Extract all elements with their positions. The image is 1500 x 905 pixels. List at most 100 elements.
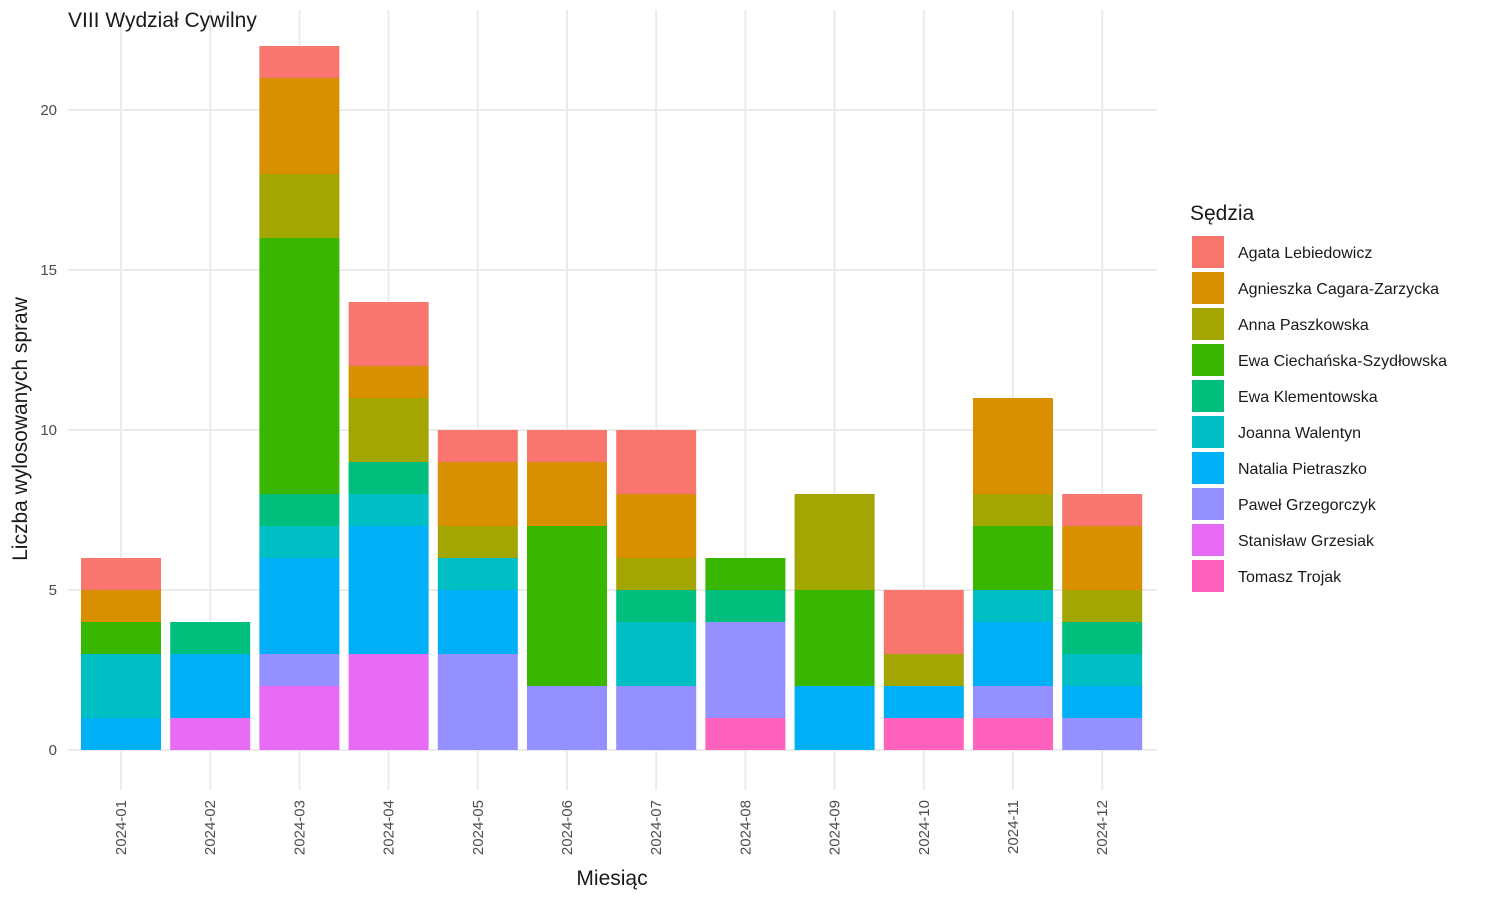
legend-label: Agata Lebiedowicz	[1238, 245, 1372, 262]
x-tick-label: 2024-06	[559, 800, 576, 855]
bar-segment	[973, 494, 1053, 526]
bar-segment	[170, 718, 251, 750]
bar-segment	[705, 622, 786, 718]
y-tick-label: 10	[40, 422, 57, 439]
legend-swatch	[1192, 560, 1224, 592]
y-tick-label: 5	[49, 582, 57, 599]
bar-segment	[973, 686, 1053, 718]
bar-segment	[527, 526, 607, 686]
legend-label: Joanna Walentyn	[1238, 425, 1361, 442]
chart-title: VIII Wydział Cywilny	[68, 9, 257, 32]
bar-segment	[348, 462, 429, 494]
bar-segment	[527, 686, 607, 750]
bar-segment	[973, 718, 1053, 750]
x-tick-label: 2024-09	[827, 800, 844, 855]
x-axis-ticks: 2024-01 2024-02 2024-03 2024-04 2024-05 2024-…	[113, 800, 1111, 855]
bar-segment	[259, 526, 340, 558]
legend-swatch	[1192, 272, 1224, 304]
bar-segment	[348, 398, 429, 462]
legend-label: Stanisław Grzesiak	[1238, 533, 1375, 550]
legend-title: Sędzia	[1190, 202, 1255, 225]
bar-segment	[883, 590, 964, 654]
bar-segment	[705, 718, 786, 750]
bar-segment	[1062, 590, 1143, 622]
x-tick-label: 2024-07	[648, 800, 665, 855]
bar-segment	[794, 494, 875, 590]
bar-segment	[259, 78, 340, 174]
bar-segment	[616, 590, 697, 622]
bar-segment	[883, 718, 964, 750]
bar-segment	[170, 654, 251, 718]
legend-swatch	[1192, 488, 1224, 520]
legend-swatch	[1192, 344, 1224, 376]
bar-segment	[81, 558, 161, 590]
legend-label: Paweł Grzegorczyk	[1238, 497, 1377, 514]
x-tick-label: 2024-08	[737, 800, 754, 855]
bar-segment	[259, 558, 340, 654]
bar-segment	[348, 526, 429, 654]
bar-segment	[616, 622, 697, 686]
bar-segment	[1062, 718, 1143, 750]
bar-segment	[259, 686, 340, 750]
y-tick-label: 15	[40, 262, 57, 279]
bar-segment	[973, 398, 1053, 494]
bar-segment	[973, 526, 1053, 590]
bar-segment	[437, 590, 518, 654]
bar-segment	[1062, 494, 1143, 526]
bar-segment	[705, 558, 786, 590]
legend: Sędzia Agata Lebiedowicz Agnieszka Cagara…	[1190, 202, 1447, 592]
bar-segment	[437, 430, 518, 462]
x-tick-label: 2024-03	[291, 800, 308, 855]
bars-group	[81, 46, 1143, 750]
legend-label: Agnieszka Cagara-Zarzycka	[1238, 281, 1439, 298]
bar-segment	[616, 430, 697, 494]
bar-segment	[170, 622, 251, 654]
bar-segment	[616, 494, 697, 558]
x-tick-label: 2024-12	[1094, 800, 1111, 855]
bar-segment	[705, 590, 786, 622]
legend-label: Tomasz Trojak	[1238, 569, 1342, 586]
bar-segment	[259, 238, 340, 494]
bar-segment	[527, 462, 607, 526]
bar-segment	[81, 590, 161, 622]
bar-segment	[527, 430, 607, 462]
bar-segment	[883, 654, 964, 686]
bar-segment	[437, 462, 518, 526]
x-tick-label: 2024-11	[1005, 800, 1022, 854]
legend-swatch	[1192, 452, 1224, 484]
bar-segment	[437, 526, 518, 558]
bar-segment	[1062, 654, 1143, 686]
bar-segment	[883, 686, 964, 718]
x-tick-label: 2024-10	[916, 800, 933, 855]
y-tick-label: 20	[40, 102, 57, 119]
bar-segment	[794, 590, 875, 686]
bar-segment	[794, 686, 875, 750]
bar-segment	[437, 558, 518, 590]
x-tick-label: 2024-01	[113, 800, 130, 855]
bar-segment	[259, 46, 340, 78]
bar-segment	[81, 622, 161, 654]
legend-label: Natalia Pietraszko	[1238, 461, 1367, 478]
legend-swatch	[1192, 308, 1224, 340]
bar-segment	[973, 590, 1053, 622]
legend-swatch	[1192, 380, 1224, 412]
bar-segment	[259, 494, 340, 526]
bar-segment	[259, 174, 340, 238]
legend-swatch	[1192, 236, 1224, 268]
y-axis-ticks: 0 5 10 15 20	[40, 102, 57, 759]
bar-segment	[616, 558, 697, 590]
legend-label: Ewa Klementowska	[1238, 389, 1378, 406]
bar-segment	[348, 366, 429, 398]
bar-segment	[81, 718, 161, 750]
legend-label: Ewa Ciechańska-Szydłowska	[1238, 353, 1447, 370]
y-axis-title: Liczba wylosowanych spraw	[9, 296, 32, 561]
x-tick-label: 2024-05	[470, 800, 487, 855]
bar-segment	[81, 654, 161, 718]
bar-segment	[259, 654, 340, 686]
x-tick-label: 2024-04	[381, 800, 398, 855]
x-axis-title: Miesiąc	[576, 867, 647, 890]
x-tick-label: 2024-02	[202, 800, 219, 855]
bar-segment	[437, 654, 518, 750]
